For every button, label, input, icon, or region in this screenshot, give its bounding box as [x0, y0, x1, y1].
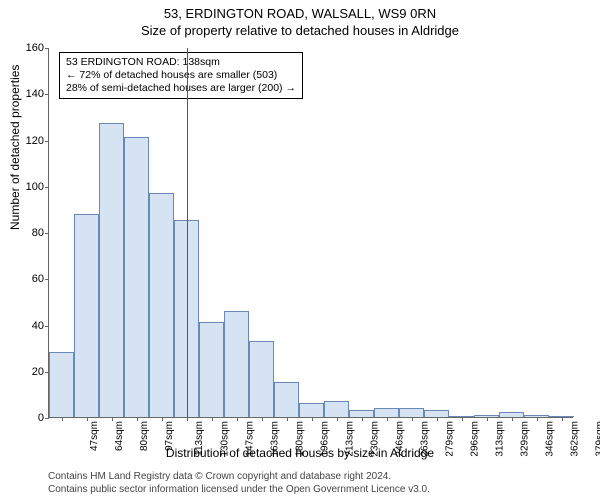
x-tick: [512, 417, 513, 421]
histogram-bar: [49, 352, 74, 417]
histogram-bar: [149, 193, 174, 417]
credit-line: Contains HM Land Registry data © Crown c…: [48, 471, 430, 484]
x-tick: [312, 417, 313, 421]
reference-line: [187, 48, 188, 417]
x-tick: [537, 417, 538, 421]
annotation-box: 53 ERDINGTON ROAD: 138sqm ← 72% of detac…: [59, 52, 303, 99]
annotation-line: 53 ERDINGTON ROAD: 138sqm: [66, 56, 296, 69]
histogram-bar: [99, 123, 124, 417]
x-tick: [212, 417, 213, 421]
histogram-bar: [74, 214, 99, 418]
y-tick-label: 0: [14, 412, 44, 424]
title-main: 53, ERDINGTON ROAD, WALSALL, WS9 0RN: [0, 0, 600, 21]
x-tick: [87, 417, 88, 421]
x-tick: [162, 417, 163, 421]
y-tick-label: 60: [14, 273, 44, 285]
histogram-bar: [124, 137, 149, 417]
x-tick: [437, 417, 438, 421]
annotation-line: ← 72% of detached houses are smaller (50…: [66, 69, 296, 82]
histogram-bar: [249, 341, 274, 417]
histogram-bar: [199, 322, 224, 417]
histogram-bar: [224, 311, 249, 417]
y-tick: [45, 94, 49, 95]
x-tick: [487, 417, 488, 421]
annotation-line: 28% of semi-detached houses are larger (…: [66, 82, 296, 95]
x-tick: [562, 417, 563, 421]
x-tick: [137, 417, 138, 421]
x-tick: [387, 417, 388, 421]
histogram-bar: [324, 401, 349, 417]
credits: Contains HM Land Registry data © Crown c…: [48, 471, 430, 496]
y-tick: [45, 233, 49, 234]
y-tick: [45, 187, 49, 188]
chart-area: 53 ERDINGTON ROAD: 138sqm ← 72% of detac…: [48, 48, 573, 418]
y-tick-label: 120: [14, 135, 44, 147]
x-tick: [262, 417, 263, 421]
x-axis-label: Distribution of detached houses by size …: [0, 446, 600, 460]
x-tick: [187, 417, 188, 421]
y-tick: [45, 326, 49, 327]
y-tick-label: 160: [14, 42, 44, 54]
x-tick: [337, 417, 338, 421]
x-tick: [237, 417, 238, 421]
y-tick-label: 80: [14, 227, 44, 239]
histogram-bar: [349, 410, 374, 417]
histogram-bar: [399, 408, 424, 417]
credit-line: Contains public sector information licen…: [48, 484, 430, 497]
histogram-bar: [299, 403, 324, 417]
x-tick: [362, 417, 363, 421]
x-tick: [62, 417, 63, 421]
y-tick: [45, 279, 49, 280]
title-sub: Size of property relative to detached ho…: [0, 21, 600, 38]
histogram-bar: [424, 410, 449, 417]
y-tick-label: 20: [14, 366, 44, 378]
y-tick-label: 140: [14, 88, 44, 100]
histogram-bar: [274, 382, 299, 417]
y-tick: [45, 141, 49, 142]
y-tick-label: 100: [14, 181, 44, 193]
x-tick: [287, 417, 288, 421]
x-tick: [462, 417, 463, 421]
y-tick-label: 40: [14, 320, 44, 332]
y-tick: [45, 48, 49, 49]
histogram-bar: [374, 408, 399, 417]
x-tick: [112, 417, 113, 421]
y-tick: [45, 418, 49, 419]
x-tick: [412, 417, 413, 421]
